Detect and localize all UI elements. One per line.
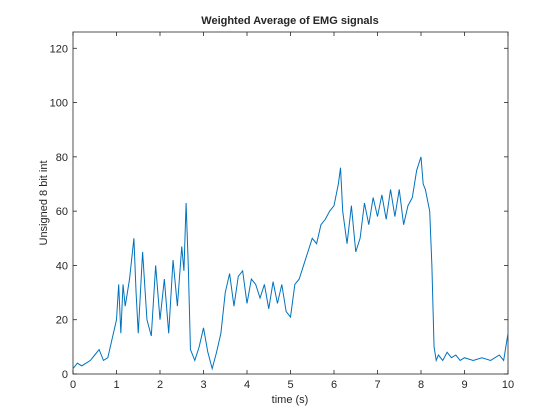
x-tick-label: 8 <box>418 379 424 391</box>
x-tick-label: 0 <box>70 379 76 391</box>
x-tick-label: 6 <box>331 379 337 391</box>
y-tick-label: 100 <box>50 98 68 110</box>
y-tick-label: 0 <box>62 369 68 381</box>
chart-title: Weighted Average of EMG signals <box>201 15 378 27</box>
x-tick-label: 1 <box>113 379 119 391</box>
x-tick-label: 10 <box>502 379 514 391</box>
x-tick-label: 3 <box>200 379 206 391</box>
data-line <box>72 156 509 371</box>
y-axis-label: Unsigned 8 bit int <box>38 161 50 246</box>
y-tick-label: 120 <box>50 43 68 55</box>
y-tick-label: 60 <box>56 206 68 218</box>
x-axis-label: time (s) <box>272 394 309 406</box>
y-tick-label: 40 <box>56 260 68 272</box>
x-tick-label: 4 <box>244 379 250 391</box>
y-tick-label: 80 <box>56 152 68 164</box>
x-tick-label: 7 <box>374 379 380 391</box>
axes-box <box>72 31 509 375</box>
x-tick-label: 9 <box>461 379 467 391</box>
x-tick-label: 2 <box>157 379 163 391</box>
x-tick-label: 5 <box>287 379 293 391</box>
y-tick-label: 20 <box>56 315 68 327</box>
